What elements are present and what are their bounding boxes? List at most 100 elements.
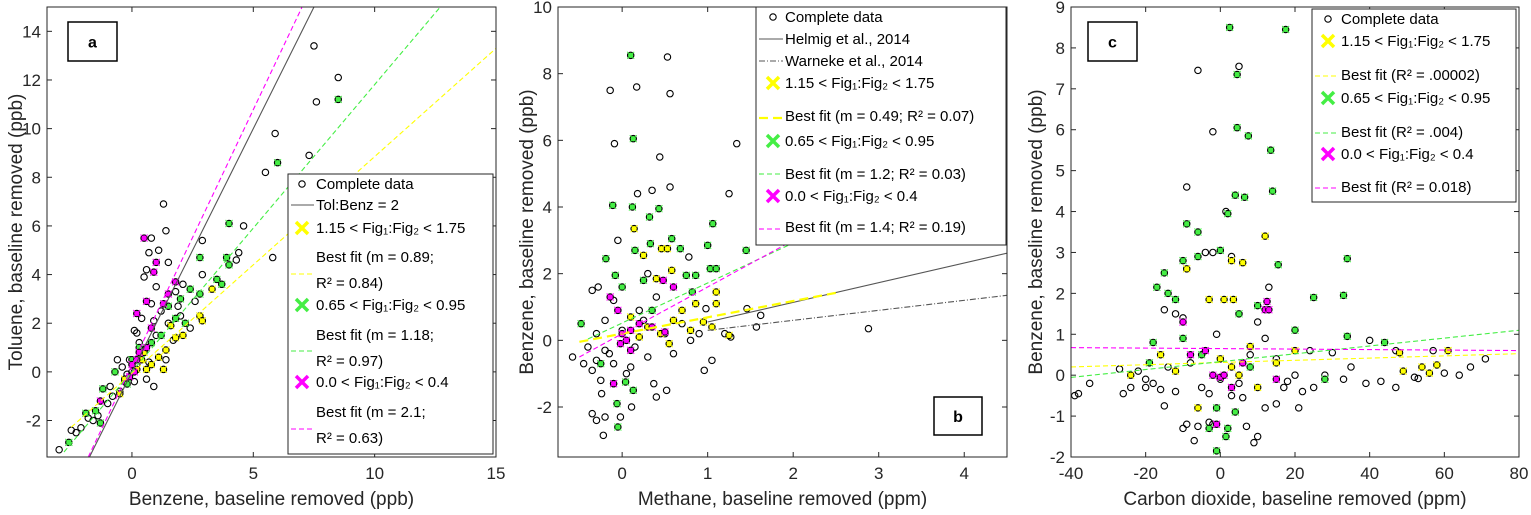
data-point-circle xyxy=(1347,363,1355,371)
data-point-x xyxy=(669,283,678,291)
data-point-x xyxy=(1212,404,1221,412)
data-point-circle xyxy=(1182,420,1191,429)
legend-label: 1.15 < Fig₁:Fig₂ < 1.75 xyxy=(785,75,934,92)
data-point-x xyxy=(1235,371,1243,380)
legend-label: Complete data xyxy=(316,176,414,193)
data-point-x xyxy=(1231,191,1240,200)
data-point-x xyxy=(1126,371,1135,380)
data-point-circle xyxy=(1250,438,1258,447)
data-point-x xyxy=(1253,383,1262,392)
data-point-x xyxy=(1261,232,1269,240)
data-point-x xyxy=(1233,123,1241,132)
data-point-x xyxy=(1182,264,1191,273)
data-point-circle xyxy=(1209,248,1217,257)
data-point-x xyxy=(626,313,635,321)
data-point-x xyxy=(667,266,676,275)
data-point-x xyxy=(1281,25,1290,34)
data-point-x xyxy=(132,309,141,318)
data-point-x xyxy=(142,365,151,374)
data-point-x xyxy=(699,318,708,326)
data-point-circle xyxy=(1455,371,1464,379)
legend-entry: Warneke et al., 2014 xyxy=(759,53,923,70)
y-tick-label: 4 xyxy=(543,198,552,217)
data-point-x xyxy=(1274,260,1283,269)
data-point-x xyxy=(152,258,161,267)
data-point-x xyxy=(629,134,638,143)
data-point-circle xyxy=(1440,369,1449,377)
legend: Complete data Tol:Benz = 2 1.15 < Fig₁:Fig… xyxy=(287,173,494,455)
data-point-circle xyxy=(1205,389,1213,398)
data-point-x xyxy=(1179,318,1187,326)
x-tick-label: 4 xyxy=(960,464,969,483)
data-point-circle xyxy=(626,363,635,371)
data-point-circle xyxy=(1141,383,1150,392)
legend-entry: 0.65 < Fig₁:Fig₂ < 0.95 xyxy=(1320,90,1490,107)
data-point-x xyxy=(1272,375,1281,384)
data-point-circle xyxy=(594,283,602,291)
data-point-x xyxy=(609,379,618,388)
legend-entry: Complete data xyxy=(769,9,883,26)
legend-entry: Best fit (m = 1.18; R² = 0.97) xyxy=(291,327,434,370)
panel-c: -40 -20 0 20 40 60 80 -2 -1 0 1 2 3 4 5 6 7 8 9 Carbon diox… xyxy=(1026,0,1528,510)
data-point-circle xyxy=(1235,379,1243,388)
data-point-x xyxy=(1399,367,1408,375)
x-tick-label: 0 xyxy=(127,464,136,483)
data-point-circle xyxy=(1119,389,1128,398)
data-point-x xyxy=(725,331,733,340)
data-point-circle xyxy=(662,386,671,395)
y-tick-label: -2 xyxy=(537,398,552,417)
data-point-x xyxy=(1266,146,1275,155)
data-point-circle xyxy=(614,236,622,245)
data-point-circle xyxy=(271,129,279,138)
panel-label-box xyxy=(933,396,983,436)
data-point-x xyxy=(686,326,695,335)
data-point-x xyxy=(678,306,686,315)
data-point-x xyxy=(706,264,715,273)
data-point-circle xyxy=(1283,377,1292,386)
data-point-circle xyxy=(1392,383,1400,392)
legend-entry: Complete data xyxy=(1324,11,1439,28)
legend-label: Tol:Benz = 2 xyxy=(316,197,399,214)
y-axis-label: Benzene, baseline removed (ppb) xyxy=(517,89,538,374)
legend-entry: 1.15 < Fig₁:Fig₂ < 1.75 xyxy=(765,75,934,92)
data-point-x xyxy=(1171,367,1180,375)
data-point-circle xyxy=(159,200,168,208)
data-point-x xyxy=(111,368,119,376)
data-point-x xyxy=(157,331,165,340)
y-tick-label: 5 xyxy=(1056,162,1065,181)
data-point-x xyxy=(691,271,700,280)
data-point-x xyxy=(1418,363,1426,371)
data-point-circle xyxy=(140,273,148,281)
data-point-circle xyxy=(142,375,151,383)
data-point-x xyxy=(140,234,148,242)
data-point-x xyxy=(614,423,622,431)
fit-line xyxy=(707,252,1007,323)
legend-entry: Best fit (m = 2.1; R² = 0.63) xyxy=(291,404,426,447)
legend-entry: 0.65 < Fig₁:Fig₂ < 0.95 xyxy=(294,297,465,314)
data-point-x xyxy=(225,260,233,269)
data-point-x xyxy=(667,234,676,243)
y-tick-label: 3 xyxy=(1056,243,1065,262)
data-point-circle xyxy=(652,393,661,401)
data-point-circle xyxy=(1212,330,1221,339)
data-point-circle xyxy=(1171,387,1180,396)
data-point-circle xyxy=(142,265,151,274)
data-point-circle xyxy=(650,379,658,388)
data-point-circle xyxy=(1209,128,1217,136)
data-point-circle xyxy=(130,326,139,335)
legend-label: Best fit (R² = .00002) xyxy=(1341,67,1480,84)
data-point-x xyxy=(198,316,207,325)
data-point-x xyxy=(1220,295,1228,304)
data-point-circle xyxy=(609,359,618,368)
legend-label: R² = 0.63) xyxy=(316,430,383,447)
data-point-x xyxy=(618,283,626,291)
data-point-circle xyxy=(635,306,643,315)
data-point-x xyxy=(1186,350,1195,359)
x-tick-label: 1 xyxy=(703,464,712,483)
x-tick-label: 15 xyxy=(487,464,506,483)
legend-circle-icon xyxy=(1324,15,1332,23)
data-point-circle xyxy=(1377,377,1385,386)
x-tick-label: 0 xyxy=(1216,464,1225,483)
data-point-x xyxy=(626,346,635,355)
data-point-circle xyxy=(130,377,139,386)
